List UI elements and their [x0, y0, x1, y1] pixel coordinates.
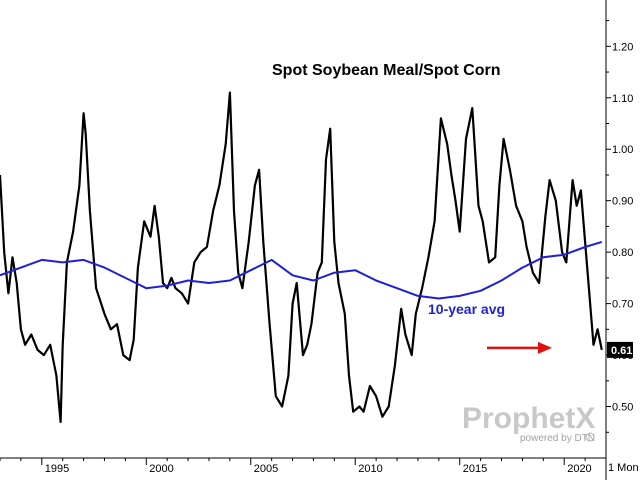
y-tick-label: 0.50 [612, 402, 633, 414]
y-tick-label: 0.80 [612, 247, 633, 259]
x-axis: 1995 2000 2005 2010 2015 2020 [0, 458, 607, 475]
x-tick-label: 1995 [45, 463, 69, 475]
last-value-badge-bg [607, 341, 633, 358]
watermark-powered-by: powered by DTN [520, 433, 595, 444]
last-value-badge: 0.61 [607, 341, 633, 358]
series-layer [0, 91, 603, 424]
x-tick-label: 2015 [463, 463, 487, 475]
period-label: 1 Mon [608, 462, 639, 474]
y-tick-label: 1.00 [612, 144, 633, 156]
watermark-brand: ProphetX [462, 402, 595, 435]
arrow-head [538, 341, 552, 354]
y-tick-label: 0.90 [612, 196, 633, 208]
y-axis: 0.500.600.700.800.901.001.101.20 [606, 20, 633, 433]
y-tick-label: 0.70 [612, 299, 633, 311]
x-tick-label: 2005 [254, 463, 278, 475]
trademark-circle-icon [585, 432, 595, 442]
x-tick-label: 2020 [567, 463, 591, 475]
last-value-label: 0.61 [611, 345, 632, 357]
ten-year-avg-line [0, 240, 603, 300]
red-arrow-icon [487, 341, 552, 354]
chart-title: Spot Soybean Meal/Spot Corn [272, 62, 500, 79]
avg-line-label: 10-year avg [428, 301, 505, 317]
x-tick-label: 2000 [149, 463, 173, 475]
y-tick-label: 1.20 [612, 41, 633, 53]
y-tick-label: 1.10 [612, 93, 633, 105]
prophetx-watermark: ProphetX powered by DTN [462, 402, 595, 444]
ratio-series-line [0, 91, 603, 424]
x-tick-label: 2010 [358, 463, 382, 475]
